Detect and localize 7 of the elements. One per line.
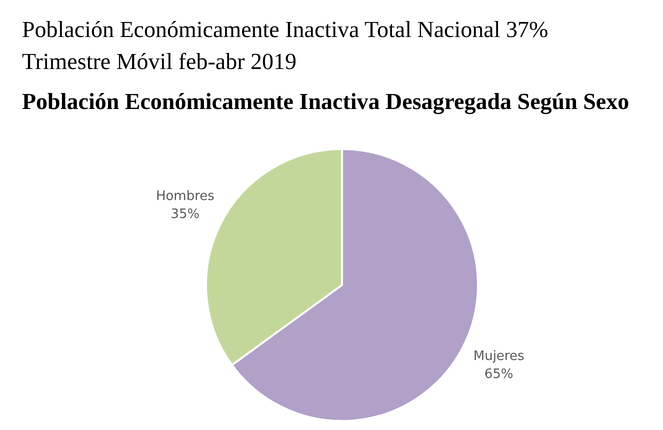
- chart-title: Población Económicamente Inactiva Desagregada Según Sexo: [22, 89, 630, 115]
- data-label: 35%: [170, 207, 200, 222]
- chart-subtitle: Trimestre Móvil feb-abr 2019: [22, 49, 296, 74]
- slice-label: Hombres: [156, 189, 215, 204]
- slice-label: Mujeres: [473, 348, 524, 364]
- text: Población Económicamente Inactiva Total Nacional 37%: [22, 17, 548, 42]
- data-label: 65%: [484, 366, 514, 382]
